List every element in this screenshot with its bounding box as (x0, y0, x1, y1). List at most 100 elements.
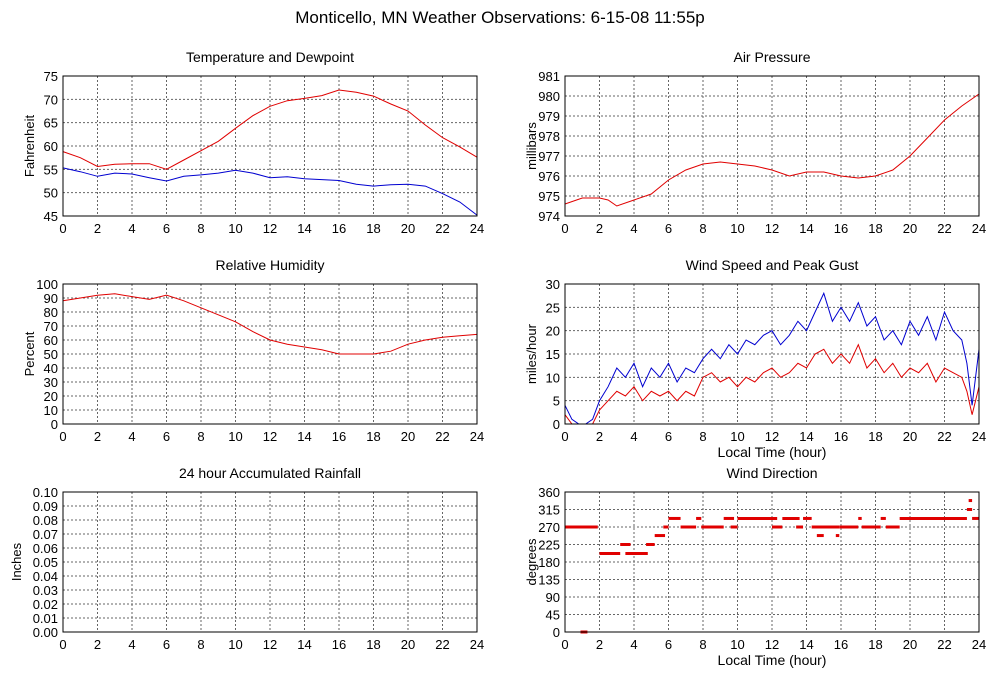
direction-y-tick-label: 135 (538, 573, 560, 588)
rain-x-tick-label: 6 (163, 637, 170, 652)
wind-x-tick-label: 10 (730, 429, 744, 444)
wind-plot-frame (564, 283, 980, 425)
temp-x-tick-label: 12 (263, 221, 277, 236)
pressure-x-tick-label: 2 (596, 221, 603, 236)
humidity-y-tick-label: 50 (44, 347, 58, 362)
temp-plot-frame (62, 75, 478, 217)
pressure-chart-title: Air Pressure (733, 49, 810, 65)
rain-y-tick-label: 0.07 (33, 527, 58, 542)
pressure-x-tick-label: 22 (937, 221, 951, 236)
temp-x-tick-label: 24 (470, 221, 484, 236)
wind-x-tick-label: 20 (903, 429, 917, 444)
direction-x-tick-label: 24 (972, 637, 986, 652)
humidity-x-tick-label: 14 (297, 429, 311, 444)
wind-x-tick-label: 22 (937, 429, 951, 444)
temp-x-tick-label: 20 (401, 221, 415, 236)
humidity-y-tick-label: 20 (44, 389, 58, 404)
temp-x-tick-label: 10 (228, 221, 242, 236)
wind-y-tick-label: 0 (553, 417, 560, 432)
pressure-y-tick-label: 975 (538, 189, 560, 204)
humidity-y-tick-label: 0 (51, 417, 58, 432)
temp-x-tick-label: 14 (297, 221, 311, 236)
direction-x-tick-label: 4 (630, 637, 637, 652)
pressure-x-tick-label: 14 (799, 221, 813, 236)
pressure-y-axis-label: millibars (524, 122, 539, 170)
direction-x-axis-label: Local Time (hour) (718, 652, 827, 668)
rain-y-tick-label: 0.06 (33, 541, 58, 556)
humidity-x-tick-label: 2 (94, 429, 101, 444)
direction-x-tick-label: 22 (937, 637, 951, 652)
rain-x-tick-label: 10 (228, 637, 242, 652)
rain-x-tick-label: 20 (401, 637, 415, 652)
humidity-y-axis-label: Percent (22, 331, 37, 376)
rain-x-tick-label: 0 (59, 637, 66, 652)
wind-y-tick-label: 10 (546, 370, 560, 385)
direction-x-tick-label: 8 (699, 637, 706, 652)
rain-y-tick-label: 0.02 (33, 597, 58, 612)
pressure-y-tick-label: 977 (538, 149, 560, 164)
pressure-x-tick-label: 8 (699, 221, 706, 236)
rain-y-tick-label: 0.04 (33, 569, 58, 584)
humidity-x-tick-label: 16 (332, 429, 346, 444)
wind-x-axis-label: Local Time (hour) (718, 444, 827, 460)
direction-plot-frame (564, 491, 980, 633)
humidity-x-tick-label: 10 (228, 429, 242, 444)
rain-x-tick-label: 14 (297, 637, 311, 652)
rain-chart-title: 24 hour Accumulated Rainfall (179, 465, 361, 481)
temp-x-tick-label: 2 (94, 221, 101, 236)
rain-y-tick-label: 0.03 (33, 583, 58, 598)
wind-x-tick-label: 24 (972, 429, 986, 444)
temp-y-tick-label: 60 (44, 139, 58, 154)
direction-x-tick-label: 6 (665, 637, 672, 652)
direction-y-axis-label: degrees (524, 538, 539, 585)
pressure-y-tick-label: 976 (538, 169, 560, 184)
temp-x-tick-label: 0 (59, 221, 66, 236)
humidity-x-tick-label: 4 (128, 429, 135, 444)
humidity-x-tick-label: 18 (366, 429, 380, 444)
pressure-y-tick-label: 974 (538, 209, 560, 224)
rain-plot-frame (62, 491, 478, 633)
humidity-y-tick-label: 70 (44, 319, 58, 334)
direction-x-tick-label: 12 (765, 637, 779, 652)
humidity-x-tick-label: 6 (163, 429, 170, 444)
direction-y-tick-label: 0 (553, 625, 560, 640)
direction-y-tick-label: 90 (546, 590, 560, 605)
direction-y-tick-label: 270 (538, 520, 560, 535)
wind-x-tick-label: 18 (868, 429, 882, 444)
humidity-x-tick-label: 8 (197, 429, 204, 444)
temp-y-tick-label: 70 (44, 92, 58, 107)
direction-y-tick-label: 360 (538, 485, 560, 500)
page-title: Monticello, MN Weather Observations: 6-1… (295, 8, 705, 27)
temp-x-tick-label: 22 (435, 221, 449, 236)
wind-series-line-1 (564, 343, 980, 425)
pressure-x-tick-label: 12 (765, 221, 779, 236)
humidity-y-tick-label: 10 (44, 403, 58, 418)
direction-x-tick-label: 0 (561, 637, 568, 652)
pressure-x-tick-label: 16 (834, 221, 848, 236)
pressure-y-tick-label: 978 (538, 129, 560, 144)
temp-x-tick-label: 16 (332, 221, 346, 236)
pressure-y-tick-label: 980 (538, 89, 560, 104)
humidity-y-tick-label: 100 (36, 277, 58, 292)
humidity-chart-title: Relative Humidity (216, 257, 325, 273)
humidity-x-tick-label: 12 (263, 429, 277, 444)
direction-y-tick-label: 45 (546, 608, 560, 623)
pressure-y-tick-label: 981 (538, 69, 560, 84)
temp-series-line-0 (62, 89, 478, 170)
rain-x-tick-label: 24 (470, 637, 484, 652)
wind-chart-title: Wind Speed and Peak Gust (686, 257, 859, 273)
rain-y-tick-label: 0.00 (33, 625, 58, 640)
wind-y-tick-label: 30 (546, 277, 560, 292)
rain-y-tick-label: 0.05 (33, 555, 58, 570)
humidity-x-tick-label: 0 (59, 429, 66, 444)
wind-y-axis-label: miles/hour (524, 323, 539, 384)
temp-y-tick-label: 65 (44, 116, 58, 131)
pressure-y-tick-label: 979 (538, 109, 560, 124)
pressure-x-tick-label: 24 (972, 221, 986, 236)
pressure-x-tick-label: 18 (868, 221, 882, 236)
rain-x-tick-label: 22 (435, 637, 449, 652)
wind-y-tick-label: 15 (546, 347, 560, 362)
wind-x-tick-label: 12 (765, 429, 779, 444)
direction-y-tick-label: 315 (538, 503, 560, 518)
